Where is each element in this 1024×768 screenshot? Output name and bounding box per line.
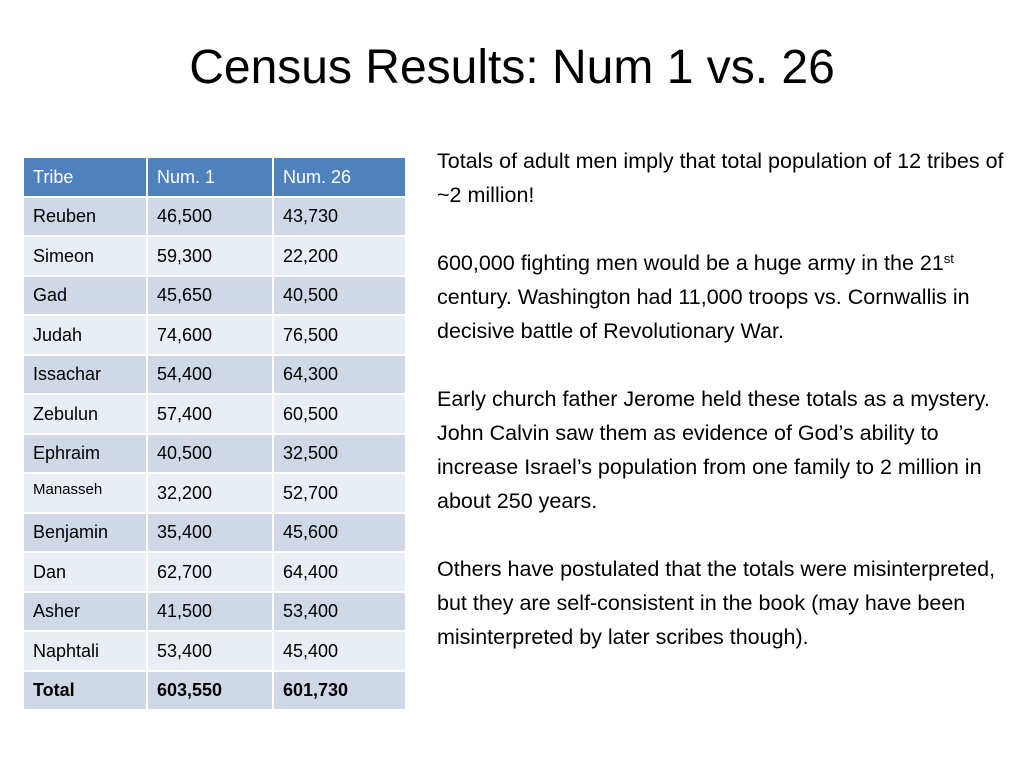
num-1-cell: 35,400: [146, 511, 274, 553]
num-26-cell: 32,500: [272, 432, 407, 474]
tribe-cell: Naphtali: [22, 630, 148, 672]
table-row: Manasseh 32,200 52,700: [22, 472, 407, 514]
num-1-cell: 62,700: [146, 551, 274, 593]
num-1-cell: 57,400: [146, 393, 274, 435]
table-total-row: Total 603,550 601,730: [22, 669, 407, 711]
num-1-cell: 54,400: [146, 353, 274, 395]
num-26-cell: 64,400: [272, 551, 407, 593]
num-26-cell: 60,500: [272, 393, 407, 435]
tribe-cell: Benjamin: [22, 511, 148, 553]
table-row: Issachar 54,400 64,300: [22, 353, 407, 395]
tribe-cell: Asher: [22, 590, 148, 632]
slide-title: Census Results: Num 1 vs. 26: [189, 41, 835, 94]
ordinal-suffix: st: [943, 251, 954, 266]
header-tribe: Tribe: [22, 156, 148, 198]
paragraph-army-start: 600,000 fighting men would be a huge arm…: [437, 251, 944, 275]
tribe-cell: Manasseh: [22, 472, 148, 514]
tribe-cell: Reuben: [22, 195, 148, 237]
commentary-text: Totals of adult men imply that total pop…: [437, 144, 1007, 688]
paragraph-army-end: century. Washington had 11,000 troops vs…: [437, 285, 970, 343]
paragraph-army: 600,000 fighting men would be a huge arm…: [437, 246, 1007, 348]
table-row: Gad 45,650 40,500: [22, 274, 407, 316]
num-1-cell: 32,200: [146, 472, 274, 514]
census-table: Tribe Num. 1 Num. 26 Reuben 46,500 43,73…: [22, 156, 407, 711]
paragraph-interpretation: Others have postulated that the totals w…: [437, 557, 996, 649]
num-26-cell: 52,700: [272, 472, 407, 514]
table-row: Benjamin 35,400 45,600: [22, 511, 407, 553]
tribe-cell: Judah: [22, 314, 148, 356]
tribe-cell: Dan: [22, 551, 148, 593]
table-row: Simeon 59,300 22,200: [22, 235, 407, 277]
tribe-name-small: Manasseh: [33, 480, 103, 498]
paragraph-population: Totals of adult men imply that total pop…: [437, 149, 1004, 207]
num-26-cell: 76,500: [272, 314, 407, 356]
table-row: Ephraim 40,500 32,500: [22, 432, 407, 474]
header-num-26: Num. 26: [272, 156, 407, 198]
tribe-cell: Gad: [22, 274, 148, 316]
num-26-cell: 45,600: [272, 511, 407, 553]
num-26-cell: 53,400: [272, 590, 407, 632]
total-num-26-cell: 601,730: [272, 669, 407, 711]
num-26-cell: 64,300: [272, 353, 407, 395]
table-row: Naphtali 53,400 45,400: [22, 630, 407, 672]
total-num-1-cell: 603,550: [146, 669, 274, 711]
paragraph-jerome-calvin: Early church father Jerome held these to…: [437, 387, 990, 513]
tribe-cell: Ephraim: [22, 432, 148, 474]
num-1-cell: 45,650: [146, 274, 274, 316]
num-1-cell: 40,500: [146, 432, 274, 474]
total-label-cell: Total: [22, 669, 148, 711]
num-26-cell: 40,500: [272, 274, 407, 316]
num-26-cell: 22,200: [272, 235, 407, 277]
num-1-cell: 46,500: [146, 195, 274, 237]
table-row: Zebulun 57,400 60,500: [22, 393, 407, 435]
num-1-cell: 74,600: [146, 314, 274, 356]
tribe-cell: Issachar: [22, 353, 148, 395]
num-1-cell: 41,500: [146, 590, 274, 632]
tribe-cell: Simeon: [22, 235, 148, 277]
header-num-1: Num. 1: [146, 156, 274, 198]
table-row: Reuben 46,500 43,730: [22, 195, 407, 237]
num-1-cell: 53,400: [146, 630, 274, 672]
num-26-cell: 43,730: [272, 195, 407, 237]
num-26-cell: 45,400: [272, 630, 407, 672]
table-row: Judah 74,600 76,500: [22, 314, 407, 356]
table-header-row: Tribe Num. 1 Num. 26: [22, 156, 407, 198]
num-1-cell: 59,300: [146, 235, 274, 277]
table-row: Dan 62,700 64,400: [22, 551, 407, 593]
tribe-cell: Zebulun: [22, 393, 148, 435]
table-row: Asher 41,500 53,400: [22, 590, 407, 632]
